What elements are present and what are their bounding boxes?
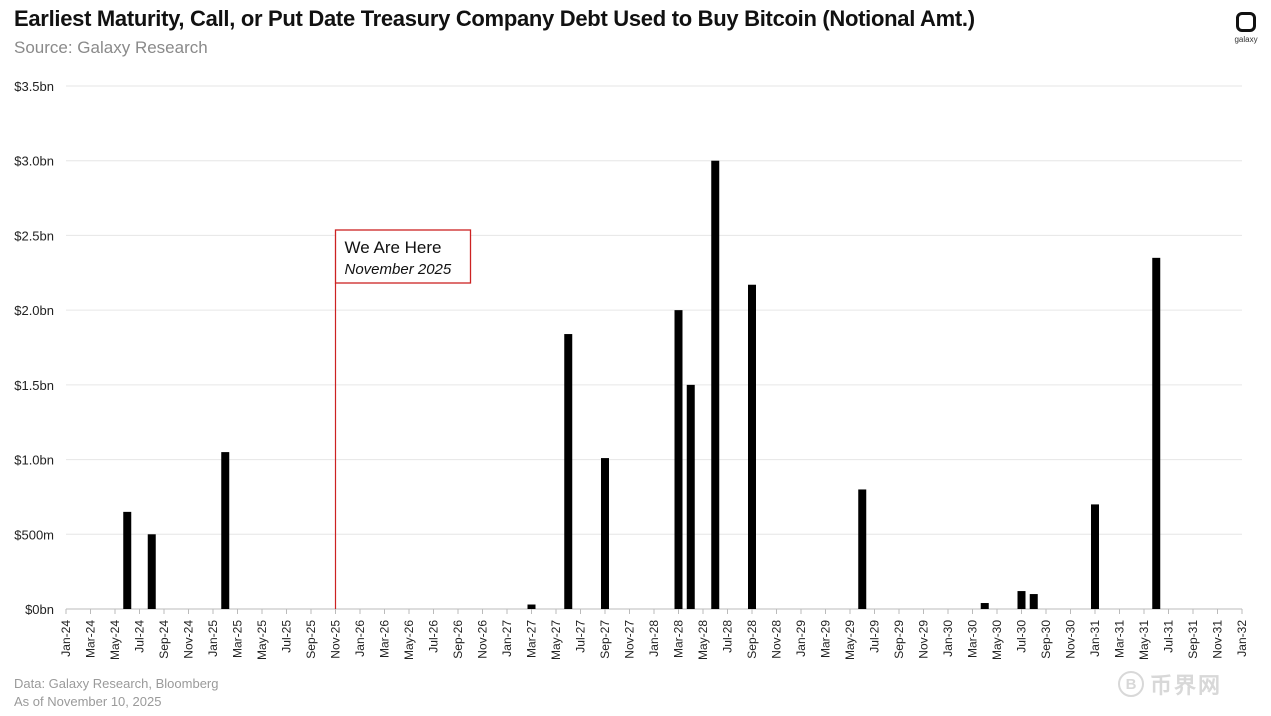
x-tick-label: Mar-25 [231,620,245,658]
x-tick-label: Jan-29 [794,620,808,657]
x-tick-label: Nov-26 [476,620,490,659]
x-tick-label: May-31 [1137,620,1151,660]
x-tick-label: Mar-27 [525,620,539,658]
y-tick-label: $500m [14,527,54,542]
x-tick-label: Nov-27 [623,620,637,659]
x-tick-label: Sep-30 [1039,620,1053,659]
y-tick-label: $1.0bn [14,453,54,468]
bar [711,160,720,609]
x-tick-label: Sep-27 [598,620,612,659]
x-tick-label: Jan-31 [1088,620,1102,657]
x-tick-label: May-24 [108,620,122,660]
galaxy-logo: galaxy [1230,12,1262,44]
x-tick-label: Nov-28 [770,620,784,659]
chart-title: Earliest Maturity, Call, or Put Date Tre… [14,6,975,31]
bar [980,603,989,609]
x-tick-label: May-25 [255,620,269,660]
x-tick-label: Nov-30 [1064,620,1078,659]
annotation-box [334,229,472,284]
bar [601,458,609,609]
x-tick-label: Jan-28 [647,620,661,657]
y-tick-label: $0bn [25,602,54,617]
bar [748,284,756,609]
x-tick-label: Jul-28 [721,620,735,653]
galaxy-logo-text: galaxy [1234,35,1258,44]
x-tick-label: Sep-31 [1186,620,1200,659]
x-tick-label: Nov-24 [182,620,196,659]
x-tick-label: Jul-29 [868,620,882,653]
bar [686,384,695,609]
bar [564,334,573,609]
x-tick-label: Nov-25 [329,620,343,659]
y-tick-label: $2.5bn [14,228,54,243]
galaxy-logo-icon [1236,12,1256,32]
bar [674,310,683,609]
x-tick-label: Sep-28 [745,620,759,659]
bar [1152,257,1161,609]
x-tick-label: Jul-24 [133,620,147,653]
watermark-text: 币界网 [1150,673,1223,698]
x-tick-label: Sep-25 [304,620,318,659]
x-tick-label: Jan-27 [500,620,514,657]
footer-date: As of November 10, 2025 [14,694,162,709]
y-tick-label: $2.0bn [14,303,54,318]
x-tick-label: Jan-24 [59,620,73,657]
y-tick-label: $3.0bn [14,154,54,169]
x-tick-label: Jul-30 [1015,620,1029,653]
x-tick-label: Jan-30 [941,620,955,657]
bar [221,452,230,609]
x-tick-label: May-27 [549,620,563,660]
x-tick-label: May-28 [696,620,710,660]
watermark: B 币界网 [1118,668,1222,700]
coin-icon: B [1118,671,1144,697]
y-tick-label: $1.5bn [14,378,54,393]
bar [527,604,536,609]
x-tick-label: Jul-26 [427,620,441,653]
x-tick-label: Mar-24 [84,620,98,658]
bar [147,534,156,609]
x-tick-label: Sep-29 [892,620,906,659]
x-tick-label: Jul-31 [1162,620,1176,653]
x-tick-label: Mar-30 [966,620,980,658]
x-tick-label: Sep-26 [451,620,465,659]
bar [1091,504,1099,609]
x-tick-label: Jan-26 [353,620,367,657]
x-tick-label: May-29 [843,620,857,660]
annotation-subtitle: November 2025 [345,261,452,278]
x-tick-label: May-30 [990,620,1004,660]
y-tick-label: $3.5bn [14,79,54,94]
bar [858,489,867,609]
chart-subtitle: Source: Galaxy Research [14,38,208,57]
x-tick-label: Jan-32 [1235,620,1249,657]
x-tick-label: Nov-29 [917,620,931,659]
x-tick-label: Mar-28 [672,620,686,658]
bar [123,511,132,609]
x-tick-label: Jul-25 [280,620,294,653]
x-tick-label: May-26 [402,620,416,660]
x-tick-label: Mar-26 [378,620,392,658]
bar [1029,594,1038,609]
x-tick-label: Jul-27 [574,620,588,653]
x-tick-label: Sep-24 [157,620,171,659]
x-tick-label: Mar-31 [1113,620,1127,658]
x-tick-label: Mar-29 [819,620,833,658]
footer-source: Data: Galaxy Research, Bloomberg [14,676,219,691]
bar [1017,591,1026,609]
x-tick-label: Jan-25 [206,620,220,657]
annotation-title: We Are Here [345,238,442,257]
x-tick-label: Nov-31 [1211,620,1225,659]
